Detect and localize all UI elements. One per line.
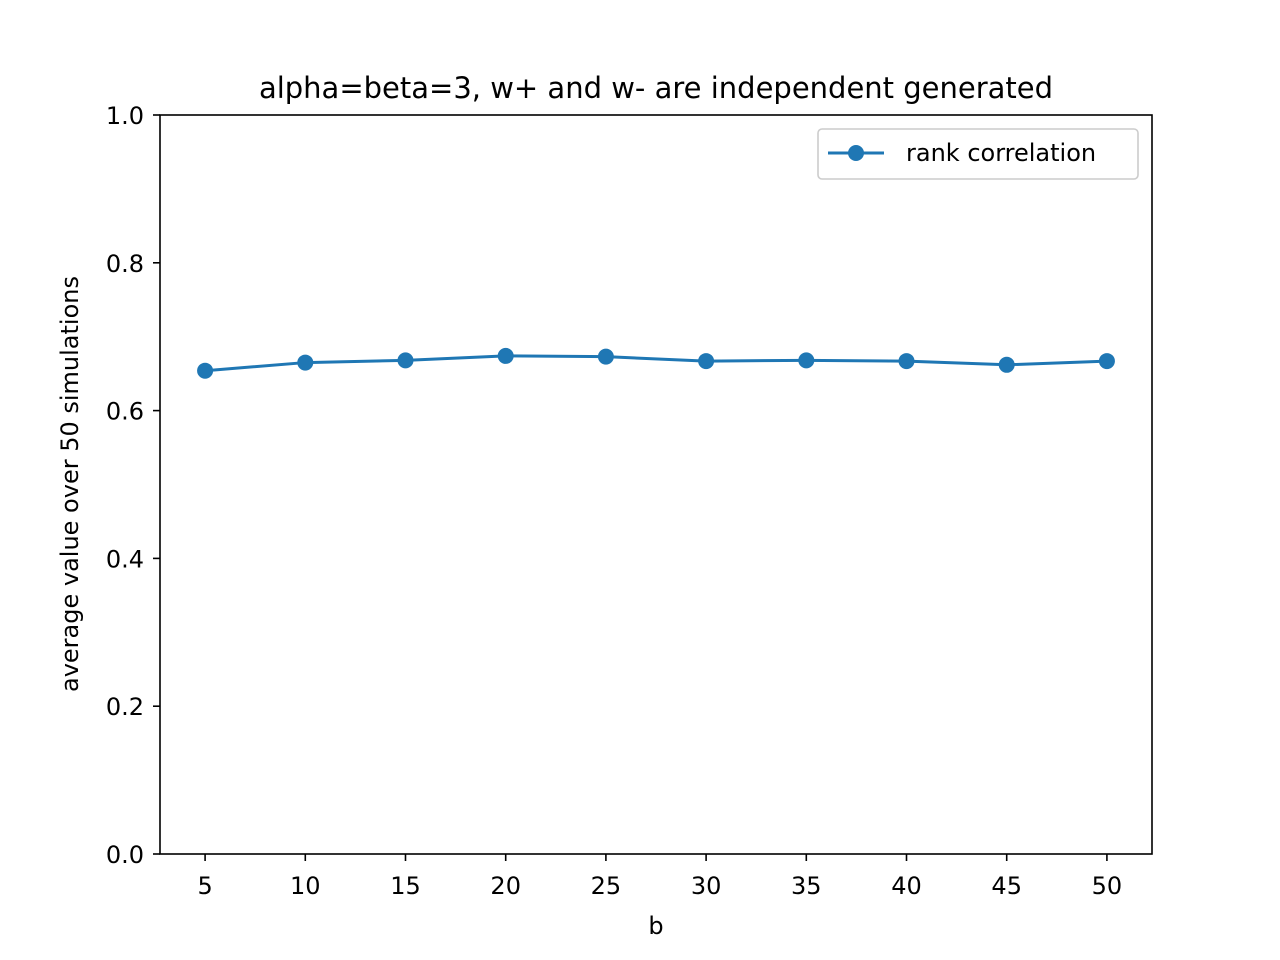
x-tick-label: 50 <box>1092 872 1123 900</box>
legend-frame <box>817 128 1139 180</box>
y-tick-label: 0.0 <box>106 841 144 869</box>
x-axis: 5 10 15 20 25 30 35 40 45 50 <box>197 854 1122 900</box>
x-tick-label: 40 <box>891 872 922 900</box>
x-tick-label: 45 <box>991 872 1022 900</box>
data-point <box>798 352 815 369</box>
x-axis-label: b <box>648 912 663 940</box>
data-point <box>397 352 414 369</box>
y-tick-label: 0.2 <box>106 693 144 721</box>
x-tick-label: 20 <box>490 872 521 900</box>
x-tick-label: 5 <box>197 872 212 900</box>
plot-area <box>159 114 1153 855</box>
data-point <box>998 356 1015 373</box>
data-point <box>698 353 715 370</box>
legend-marker-swatch <box>848 145 864 161</box>
series-layer <box>197 347 1115 379</box>
x-tick-label: 10 <box>290 872 321 900</box>
y-axis: 0.0 0.2 0.4 0.6 0.8 1.0 <box>106 102 160 869</box>
plot-background <box>160 115 1152 854</box>
plot-frame <box>159 114 1153 855</box>
legend-label: rank correlation <box>906 139 1096 167</box>
y-tick-label: 1.0 <box>106 102 144 130</box>
x-tick-label: 30 <box>691 872 722 900</box>
chart-title: alpha=beta=3, w+ and w- are independent … <box>259 71 1053 105</box>
x-tick-label: 35 <box>791 872 822 900</box>
y-tick-label: 0.8 <box>106 250 144 278</box>
data-point <box>1098 353 1115 370</box>
data-point <box>297 354 314 371</box>
data-point <box>197 362 214 379</box>
data-point <box>898 353 915 370</box>
data-point <box>597 348 614 365</box>
series-line <box>204 354 1107 373</box>
x-tick-label: 15 <box>390 872 421 900</box>
legend: rank correlation <box>817 128 1139 180</box>
y-tick-label: 0.6 <box>106 398 144 426</box>
y-tick-label: 0.4 <box>106 545 144 573</box>
data-point <box>497 347 514 364</box>
x-tick-label: 25 <box>591 872 622 900</box>
y-axis-label: average value over 50 simulations <box>56 276 84 692</box>
